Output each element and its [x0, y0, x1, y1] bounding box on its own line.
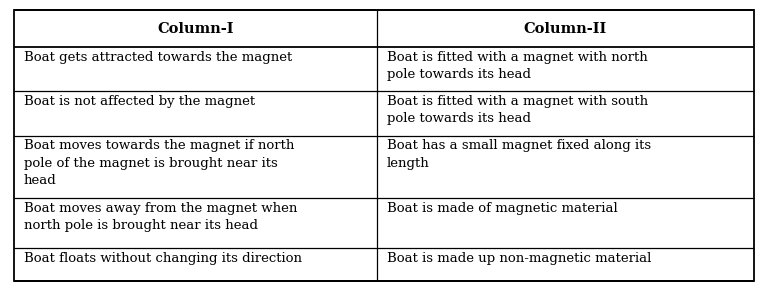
- Text: Column-II: Column-II: [524, 22, 607, 36]
- Text: Boat gets attracted towards the magnet: Boat gets attracted towards the magnet: [24, 51, 292, 64]
- Text: Boat is not affected by the magnet: Boat is not affected by the magnet: [24, 95, 255, 108]
- Text: Boat has a small magnet fixed along its
length: Boat has a small magnet fixed along its …: [386, 139, 650, 170]
- Text: Boat is made of magnetic material: Boat is made of magnetic material: [386, 202, 617, 215]
- Text: Boat is fitted with a magnet with north
pole towards its head: Boat is fitted with a magnet with north …: [386, 51, 647, 81]
- Text: Boat floats without changing its direction: Boat floats without changing its directi…: [24, 251, 302, 265]
- Text: Boat is fitted with a magnet with south
pole towards its head: Boat is fitted with a magnet with south …: [386, 95, 647, 125]
- Text: Boat moves away from the magnet when
north pole is brought near its head: Boat moves away from the magnet when nor…: [24, 202, 297, 232]
- Text: Boat is made up non-magnetic material: Boat is made up non-magnetic material: [386, 251, 651, 265]
- Text: Column-I: Column-I: [157, 22, 233, 36]
- Text: Boat moves towards the magnet if north
pole of the magnet is brought near its
he: Boat moves towards the magnet if north p…: [24, 139, 294, 187]
